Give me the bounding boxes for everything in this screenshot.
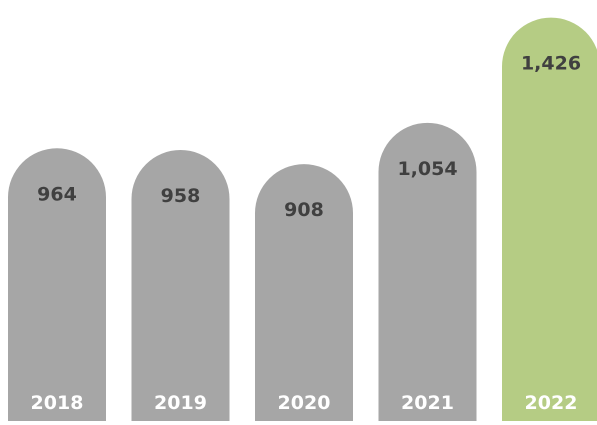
category-label-2019: 2019 xyxy=(154,392,207,414)
category-label-2020: 2020 xyxy=(278,392,331,414)
data-label-2019: 958 xyxy=(161,185,201,207)
category-label-2018: 2018 xyxy=(31,392,84,414)
data-label-2020: 908 xyxy=(284,199,324,221)
data-label-2021: 1,054 xyxy=(397,158,457,180)
category-label-2021: 2021 xyxy=(401,392,454,414)
data-label-2022: 1,426 xyxy=(521,53,581,75)
bar-2018 xyxy=(8,148,106,421)
data-label-2018: 964 xyxy=(37,183,77,205)
bar-2020 xyxy=(255,164,353,421)
bar-2021 xyxy=(378,122,477,421)
bar-2022 xyxy=(502,17,597,421)
bar-2019 xyxy=(131,149,230,421)
category-label-2022: 2022 xyxy=(525,392,578,414)
